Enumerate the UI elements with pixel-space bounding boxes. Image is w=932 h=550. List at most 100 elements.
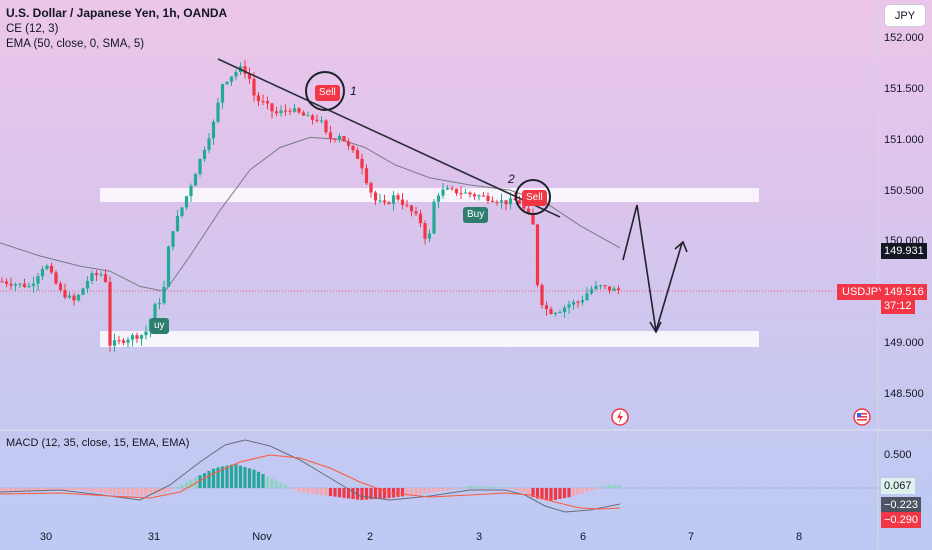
macd-histogram-bar [454, 488, 459, 489]
candle-body [499, 200, 504, 203]
macd-histogram-bar [306, 488, 310, 494]
candle-body [522, 203, 526, 209]
macd-histogram-bar [360, 488, 364, 500]
candle-body [382, 200, 387, 203]
us-flag-event-icon[interactable] [853, 408, 871, 426]
macd-histogram-bar [157, 488, 162, 494]
candle-body [153, 304, 157, 320]
ce-indicator-label[interactable]: CE (12, 3) [6, 23, 59, 35]
macd-histogram-bar [396, 488, 400, 497]
macd-histogram-bar [612, 485, 616, 488]
time-tick: 8 [795, 531, 803, 543]
macd-histogram-bar [337, 488, 342, 498]
macd-histogram-bar [432, 488, 436, 493]
candle [54, 270, 58, 285]
macd-histogram-bar [571, 488, 576, 496]
buy-signal-label-2[interactable]: uy [150, 318, 169, 334]
candle-body [265, 101, 270, 104]
candle [418, 209, 423, 228]
macd-histogram-bar [108, 488, 112, 494]
time-tick: 30 [39, 531, 53, 543]
macd-histogram-bar [436, 488, 441, 492]
candle [36, 273, 40, 291]
candle [270, 102, 274, 119]
symbol-tag[interactable]: USDJPY [837, 284, 891, 300]
candle-body [319, 120, 324, 122]
sell-signal-label-1[interactable]: Sell [315, 85, 340, 101]
macd-histogram-bar [171, 488, 175, 489]
candle-body [450, 188, 454, 190]
candle [463, 188, 468, 194]
macd-histogram-bar [589, 488, 594, 491]
sell-signal-label-2[interactable]: Sell [522, 190, 547, 206]
macd-line [0, 439, 621, 513]
trendline [217, 58, 561, 218]
macd-histogram-bar [216, 467, 220, 488]
candle [432, 199, 436, 235]
candle [504, 200, 508, 211]
ema-price-tag: 149.931 [881, 243, 927, 259]
candle [436, 192, 441, 209]
candle [481, 192, 486, 197]
candle-body [432, 201, 436, 234]
candle [76, 293, 81, 302]
candle-body [423, 223, 427, 239]
buy-signal-label-1[interactable]: Buy [463, 207, 489, 223]
macd-histogram-bar [256, 471, 261, 488]
macd-histogram-bar [441, 488, 445, 491]
candle [216, 98, 220, 124]
candle-body [54, 272, 58, 284]
candle [540, 283, 544, 309]
candle [202, 146, 207, 162]
candle [279, 104, 283, 117]
candle [499, 193, 504, 209]
macd-histogram-bar [135, 488, 139, 496]
candle-body [598, 285, 603, 287]
macd-indicator-label[interactable]: MACD (12, 35, close, 15, EMA, EMA) [6, 437, 190, 449]
macd-histogram-bar [526, 488, 531, 495]
candle-body [436, 195, 441, 202]
candle-body [589, 289, 594, 294]
macd-histogram-bar [18, 488, 22, 492]
price-tick: 151.500 [884, 83, 924, 95]
candle-body [130, 335, 135, 340]
macd-histogram-bar [517, 488, 522, 491]
macd-histogram-bar [378, 488, 382, 499]
candle-body [40, 268, 45, 277]
macd-histogram-bar [103, 488, 108, 494]
candle-body [297, 108, 301, 113]
candle [229, 76, 234, 86]
candle [585, 287, 589, 301]
macd-tick: 0.500 [884, 449, 912, 461]
candle-body [85, 281, 90, 289]
candle-body [351, 145, 355, 151]
macd-histogram-bar [486, 486, 490, 488]
candle-body [288, 110, 292, 112]
candle [261, 94, 265, 106]
macd-histogram-bar [369, 488, 373, 500]
macd-histogram-bar [63, 488, 67, 491]
macd-histogram-bar [31, 488, 36, 492]
candle-body [387, 202, 391, 204]
lightning-event-icon[interactable] [611, 408, 629, 426]
macd-line-tag: −0.223 [881, 497, 921, 513]
candle-body [391, 195, 396, 204]
candle [301, 110, 306, 116]
candle [166, 245, 171, 288]
macd-histogram-bar [166, 488, 171, 492]
candle [486, 192, 490, 205]
macd-histogram-bar [490, 486, 495, 488]
candle-body [207, 138, 211, 150]
macd-histogram-bar [162, 488, 166, 494]
candle-body [144, 331, 148, 336]
resistance-zone [100, 188, 759, 202]
candle-body [225, 81, 229, 85]
time-tick: 31 [147, 531, 161, 543]
candle [40, 265, 45, 281]
annotation-2: 2 [508, 172, 515, 186]
candle-body [22, 283, 27, 288]
currency-button[interactable]: JPY [884, 4, 926, 27]
ema-indicator-label[interactable]: EMA (50, close, 0, SMA, 5) [6, 38, 145, 50]
candle [580, 295, 585, 306]
